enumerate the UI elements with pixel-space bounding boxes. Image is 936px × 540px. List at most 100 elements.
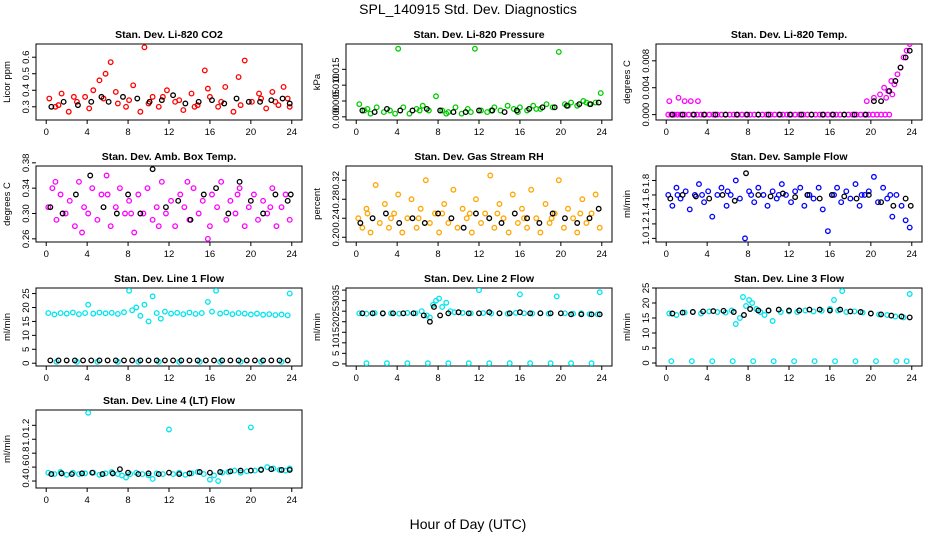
data-point <box>829 192 835 198</box>
data-point <box>478 220 484 226</box>
data-point <box>450 109 457 116</box>
data-point <box>192 310 199 317</box>
data-point <box>876 311 882 318</box>
data-point <box>250 191 257 198</box>
x-tick-label: 24 <box>906 373 917 384</box>
data-point <box>870 173 877 180</box>
data-point <box>52 178 59 185</box>
x-tick-label: 16 <box>205 373 216 384</box>
data-point <box>71 223 78 230</box>
data-point <box>199 197 206 204</box>
y-axis-label: ml/min <box>2 313 13 341</box>
x-tick-label: 12 <box>474 127 485 138</box>
data-point <box>175 197 182 204</box>
series-minute <box>45 172 293 242</box>
data-point <box>96 471 103 478</box>
data-point <box>906 314 913 321</box>
data-point <box>153 310 160 317</box>
panel-title: Stan. Dev. Li-820 Temp. <box>731 29 847 41</box>
data-point <box>445 220 452 226</box>
x-tick-label: 24 <box>286 373 297 384</box>
data-point <box>388 215 394 222</box>
series-minute <box>355 172 603 236</box>
data-point <box>894 71 901 78</box>
data-point <box>526 105 533 112</box>
x-tick-label: 20 <box>556 373 567 384</box>
data-point <box>587 101 594 108</box>
data-point <box>583 220 590 226</box>
data-point <box>356 310 363 317</box>
data-point <box>906 47 913 54</box>
data-point <box>134 95 141 102</box>
data-point <box>543 101 550 108</box>
panel-gas-rh: Stan. Dev. Gas Stream RH0 4 8 12 16 20 240.200… <box>312 151 613 260</box>
data-point <box>188 470 195 477</box>
data-point <box>892 78 899 84</box>
y-tick-label: 0.8 <box>21 447 32 460</box>
data-point <box>421 220 428 226</box>
data-point <box>46 95 53 102</box>
data-point <box>730 309 737 315</box>
data-point <box>669 111 676 118</box>
data-point <box>557 310 564 317</box>
data-point <box>90 87 97 94</box>
data-point <box>257 98 264 105</box>
data-point <box>406 110 413 117</box>
data-point <box>900 54 907 61</box>
data-point <box>416 107 423 114</box>
data-points <box>355 172 603 236</box>
data-point <box>455 309 462 316</box>
data-point <box>906 44 913 47</box>
x-tick-label: 24 <box>286 249 297 260</box>
data-point <box>45 469 52 476</box>
data-point <box>452 104 459 111</box>
data-point <box>596 224 603 231</box>
data-point <box>245 98 252 105</box>
x-tick-label: 12 <box>784 373 795 384</box>
data-point <box>903 47 910 54</box>
y-tick-label: 0.5 <box>21 67 32 80</box>
data-point <box>247 311 254 318</box>
data-point <box>126 288 133 294</box>
data-point <box>76 311 82 318</box>
data-point <box>149 293 156 300</box>
data-point <box>204 298 211 305</box>
data-point <box>506 360 513 366</box>
data-point <box>53 216 60 223</box>
data-point <box>533 105 540 112</box>
data-point <box>847 195 854 202</box>
data-point <box>463 215 470 222</box>
x-tick-label: 8 <box>435 373 440 384</box>
data-point <box>48 103 55 110</box>
x-tick-label: 0 <box>354 127 359 138</box>
x-tick-label: 12 <box>784 127 795 138</box>
data-point <box>121 357 127 364</box>
data-point <box>422 177 429 184</box>
data-point <box>235 357 242 364</box>
data-points <box>45 288 293 365</box>
data-point <box>126 197 133 204</box>
data-point <box>808 111 815 118</box>
data-point <box>891 81 898 88</box>
panel-title: Stan. Dev. Line 1 Flow <box>114 273 225 285</box>
data-point <box>549 210 556 217</box>
data-point <box>579 196 586 203</box>
data-point <box>841 111 848 118</box>
data-point <box>232 210 239 217</box>
data-point <box>863 98 870 105</box>
data-point <box>58 470 65 477</box>
data-point <box>669 310 676 317</box>
data-point <box>516 309 523 316</box>
data-point <box>206 223 213 230</box>
data-point <box>574 229 581 236</box>
data-point <box>168 197 174 204</box>
data-point <box>206 476 213 483</box>
data-point <box>549 104 556 111</box>
data-point <box>247 424 254 431</box>
data-point <box>668 358 675 365</box>
data-point <box>902 54 909 61</box>
data-point <box>797 184 804 191</box>
data-point <box>574 220 581 226</box>
data-point <box>164 87 170 94</box>
